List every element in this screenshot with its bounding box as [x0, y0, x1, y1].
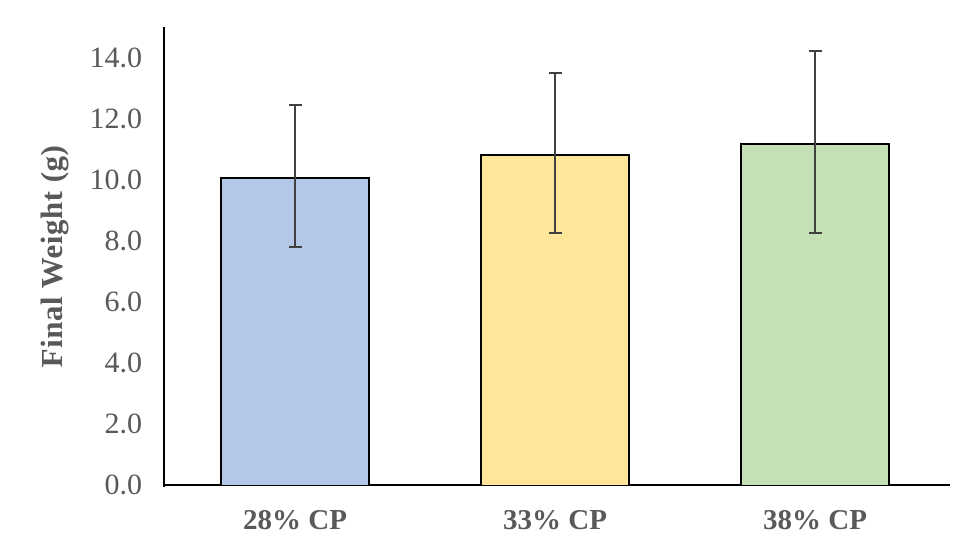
category-label: 28% CP	[243, 504, 347, 536]
y-tick-label: 12.0	[89, 101, 143, 135]
y-tick-label: 2.0	[104, 406, 143, 440]
y-tick-label: 8.0	[104, 223, 143, 257]
error-bar-bottom-cap	[808, 232, 822, 235]
y-tick-label: 4.0	[104, 345, 143, 379]
error-bar-bottom-cap	[548, 232, 562, 235]
category-label: 33% CP	[503, 504, 607, 536]
error-bar-line	[554, 72, 556, 234]
error-bar-line	[294, 104, 296, 247]
x-axis-line	[163, 484, 950, 486]
error-bar-top-cap	[288, 103, 302, 106]
y-tick-label: 6.0	[104, 284, 143, 318]
error-bar-top-cap	[808, 50, 822, 53]
y-tick-label: 14.0	[89, 40, 143, 74]
y-tick-label: 0.0	[104, 468, 143, 501]
category-label: 38% CP	[763, 504, 867, 536]
y-axis-line	[163, 27, 165, 487]
y-tick-label: 10.0	[89, 162, 143, 196]
error-bar-top-cap	[548, 71, 562, 74]
error-bar-line	[814, 51, 816, 234]
error-bar-bottom-cap	[288, 245, 302, 248]
